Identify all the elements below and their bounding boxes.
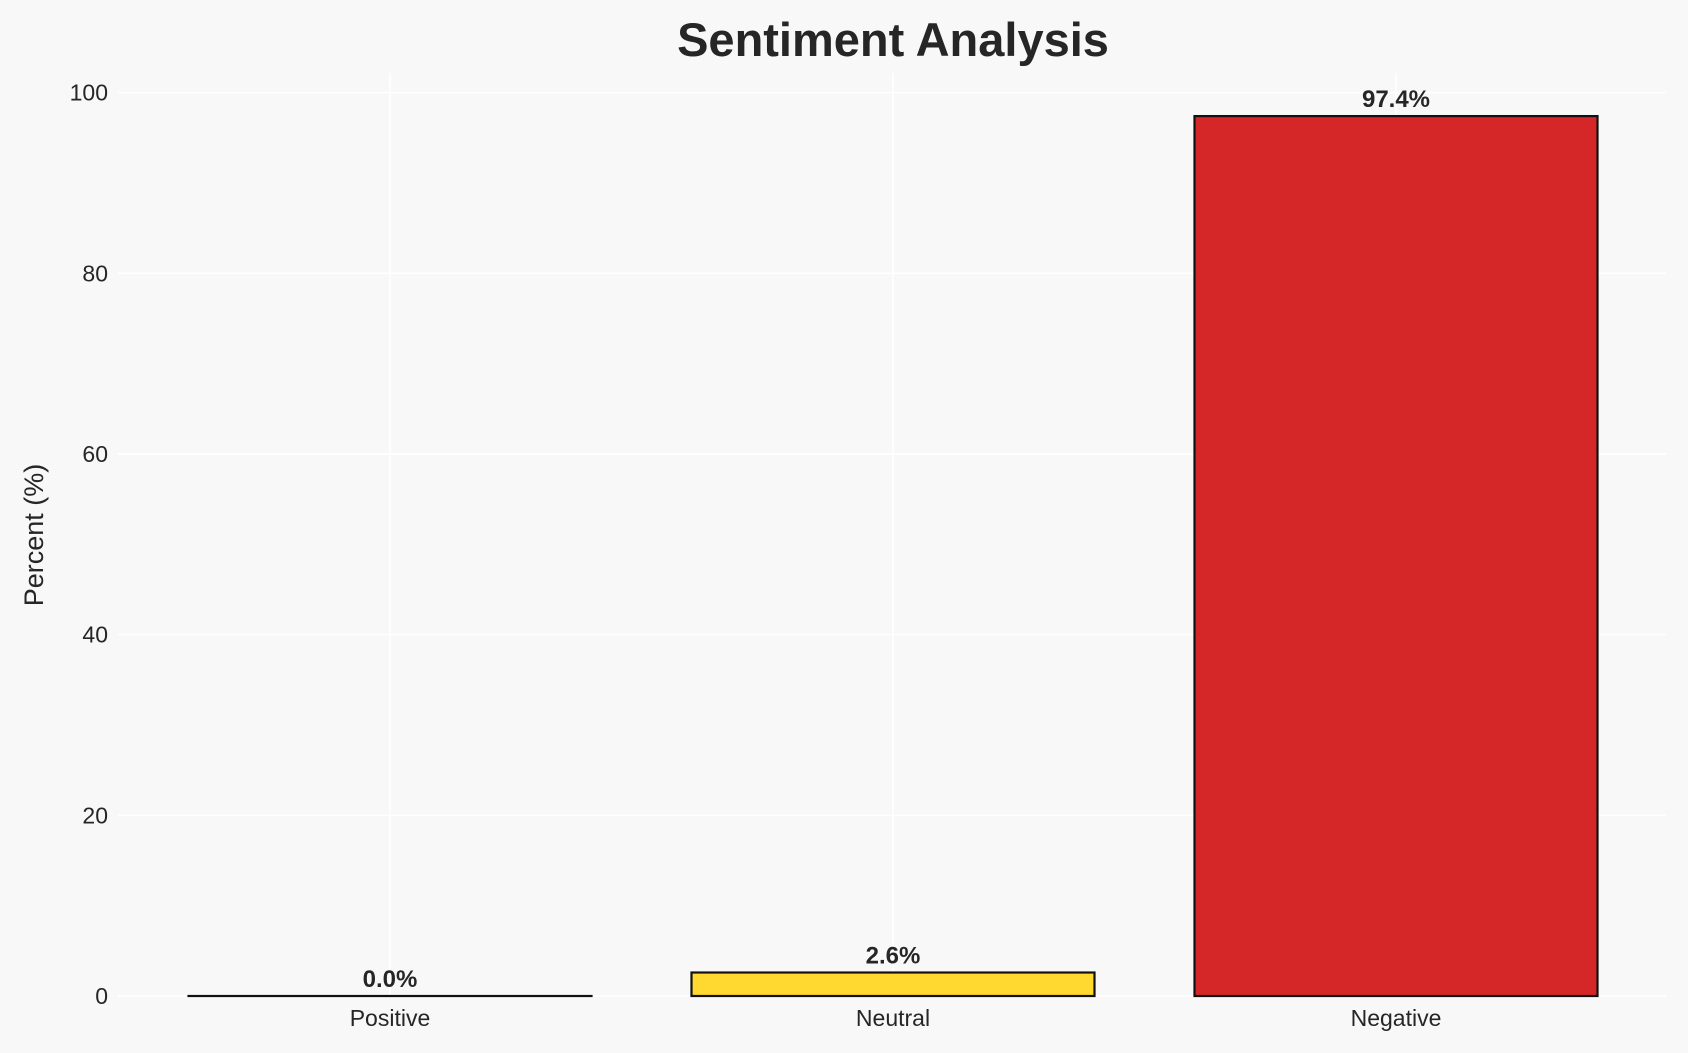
- data-label: 2.6%: [866, 943, 921, 970]
- y-tick-label: 40: [82, 622, 108, 648]
- y-tick-label: 20: [82, 802, 108, 828]
- y-axis-label: Percent (%): [19, 464, 49, 607]
- bar-negative: [1193, 114, 1599, 998]
- data-label: 0.0%: [363, 966, 418, 993]
- x-tick-label: Neutral: [856, 1005, 930, 1031]
- x-tick-label: Negative: [1351, 1005, 1442, 1031]
- y-tick-label: 80: [82, 260, 108, 286]
- bars: [187, 114, 1599, 998]
- data-labels: 0.0% 2.6% 97.4%: [363, 86, 1430, 993]
- data-label: 97.4%: [1362, 86, 1430, 113]
- y-tick-label: 100: [70, 80, 108, 106]
- x-tick-label: Positive: [350, 1005, 431, 1031]
- y-tick-label: 60: [82, 441, 108, 467]
- y-tick-label: 0: [95, 983, 108, 1009]
- x-axis-ticks: Positive Neutral Negative: [350, 1005, 1442, 1031]
- chart-title: Sentiment Analysis: [677, 13, 1109, 66]
- bar-neutral: [690, 971, 1096, 998]
- y-axis-ticks: 0 20 40 60 80 100: [70, 80, 108, 1009]
